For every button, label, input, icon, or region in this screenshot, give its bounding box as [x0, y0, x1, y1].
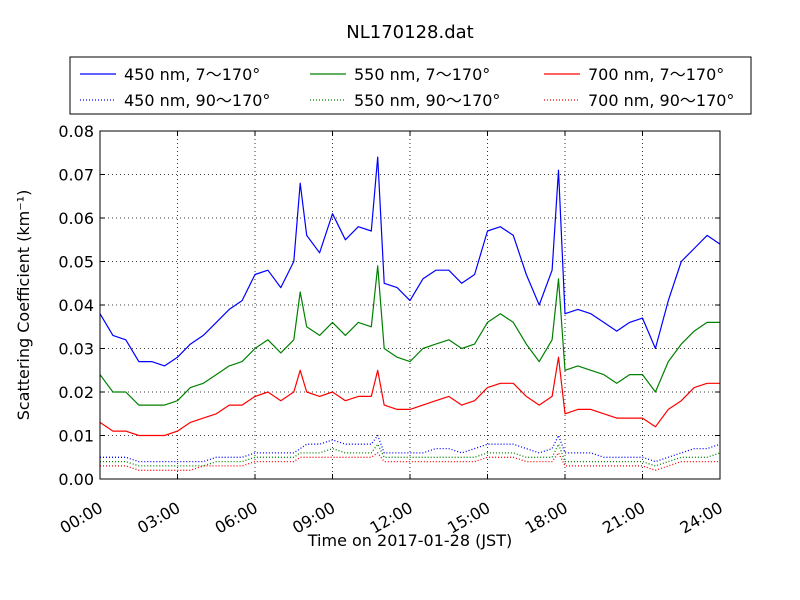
y-tick-label: 0.08: [58, 122, 94, 141]
series-line: [99, 156, 721, 367]
y-tick-label: 0.06: [58, 209, 94, 228]
x-tick-label: 00:00: [57, 498, 106, 538]
y-tick-label: 0.03: [58, 340, 94, 359]
legend-label: 450 nm, 7～170°: [124, 65, 260, 84]
legend-box: [69, 56, 752, 115]
x-tick-label: 21:00: [599, 498, 648, 538]
series-layer: [99, 156, 721, 471]
y-tick-label: 0.00: [58, 470, 94, 489]
y-axis-label: Scattering Coefficient (km⁻¹): [14, 190, 33, 421]
y-tick-label: 0.02: [58, 383, 94, 402]
x-axis-label: Time on 2017-01-28 (JST): [307, 531, 512, 550]
series-line: [99, 356, 720, 437]
legend-label: 550 nm, 7～170°: [354, 65, 490, 84]
grid: [100, 131, 720, 479]
y-tick-label: 0.05: [58, 253, 94, 272]
x-tick-label: 18:00: [522, 498, 571, 538]
chart-title: NL170128.dat: [346, 22, 473, 43]
y-axis: 0.00 0.01 0.02 0.03 0.04 0.05 0.06 0.07 0.08: [58, 122, 720, 489]
x-tick-label: 24:00: [677, 498, 726, 538]
series-line: [99, 265, 720, 406]
series-line: [100, 443, 721, 467]
series-line: [100, 434, 721, 463]
legend-label: 700 nm, 90～170°: [588, 91, 734, 110]
legend-label: 700 nm, 7～170°: [588, 65, 724, 84]
x-axis: 00:00 03:00 06:00 09:00 12:00 15:00 18:00 21:00…: [57, 131, 726, 538]
y-tick-label: 0.07: [58, 166, 94, 185]
x-tick-label: 06:00: [212, 498, 261, 538]
legend-label: 550 nm, 90～170°: [354, 91, 500, 110]
y-tick-label: 0.01: [58, 427, 94, 446]
legend-label: 450 nm, 90～170°: [124, 91, 270, 110]
x-tick-label: 03:00: [134, 498, 183, 538]
legend: 450 nm, 7～170° 550 nm, 7～170° 700 nm, 7～17…: [69, 56, 752, 115]
series-line: [100, 452, 720, 471]
y-tick-label: 0.04: [58, 296, 94, 315]
